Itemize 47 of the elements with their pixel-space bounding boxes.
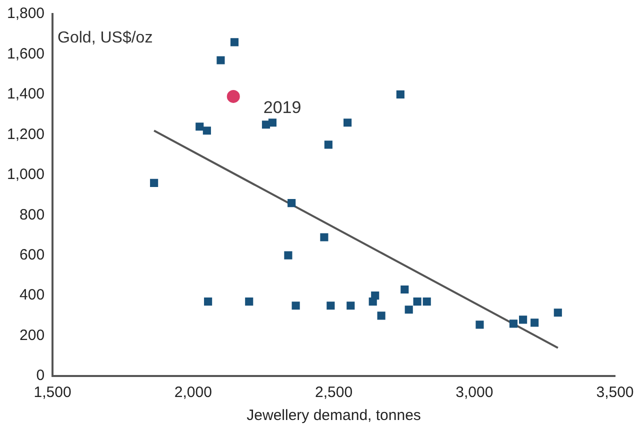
point bbox=[284, 251, 292, 260]
point bbox=[216, 56, 225, 64]
x-tick-label: 2,500 bbox=[314, 384, 353, 402]
point bbox=[326, 302, 335, 310]
y-tick-label: 1,400 bbox=[6, 86, 45, 103]
y-tick-label: 400 bbox=[20, 286, 45, 304]
point bbox=[204, 298, 212, 306]
point bbox=[509, 320, 518, 328]
point bbox=[554, 308, 562, 317]
y-tick-label: 200 bbox=[20, 326, 45, 344]
point bbox=[346, 302, 355, 310]
point bbox=[476, 320, 484, 329]
x-tick-label: 3,000 bbox=[456, 384, 494, 402]
point bbox=[371, 292, 380, 300]
point bbox=[268, 118, 276, 127]
point bbox=[324, 140, 332, 149]
point bbox=[245, 298, 254, 306]
point bbox=[377, 312, 386, 320]
y-tick-label: 1,000 bbox=[6, 166, 45, 184]
point bbox=[404, 306, 413, 314]
point bbox=[519, 316, 528, 324]
point bbox=[422, 298, 431, 306]
x-axis-title: Jewellery demand, tonnes bbox=[246, 407, 421, 424]
point bbox=[530, 318, 539, 327]
x-tick-label: 1,500 bbox=[34, 384, 72, 402]
point bbox=[202, 126, 211, 135]
y-tick-label: 1,200 bbox=[6, 126, 45, 143]
y-tick-label: 1,600 bbox=[6, 45, 45, 62]
point bbox=[288, 199, 296, 208]
point bbox=[230, 38, 239, 46]
point bbox=[413, 298, 422, 306]
y-tick-label: 800 bbox=[20, 206, 45, 224]
point bbox=[150, 178, 158, 187]
point bbox=[396, 90, 404, 98]
point bbox=[400, 285, 409, 294]
x-tick-label: 2,000 bbox=[174, 384, 212, 402]
annotation: 2019 bbox=[263, 98, 302, 118]
point bbox=[320, 233, 328, 242]
point bbox=[292, 302, 300, 310]
x-tick-label: 3,500 bbox=[596, 384, 634, 402]
y-tick-label: 0 bbox=[36, 367, 45, 384]
y-axis-title: Gold, US$/oz bbox=[58, 29, 153, 46]
point bbox=[196, 122, 204, 131]
y-tick-label: 600 bbox=[20, 246, 45, 264]
y-tick-label: 1,800 bbox=[6, 5, 45, 22]
point bbox=[226, 90, 240, 103]
point bbox=[344, 118, 352, 127]
